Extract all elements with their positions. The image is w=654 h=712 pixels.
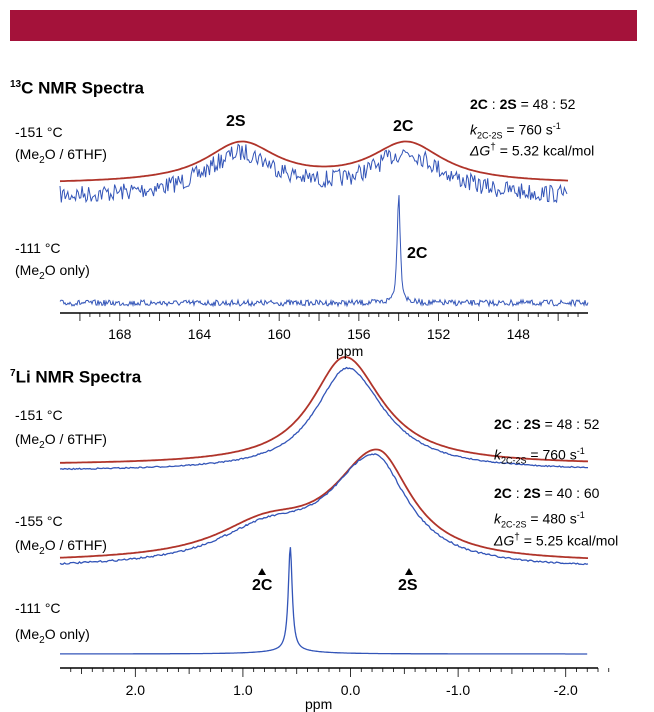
c13-temp-2: -111 °C	[15, 240, 61, 256]
li7-rate-constant-155: k2C-2S = 480 s-1	[494, 510, 585, 530]
li7-marker-label-2C: 2C	[252, 577, 273, 594]
li7-ratio-151: 2C : 2S = 48 : 52	[494, 416, 600, 432]
li7-solvent-3: (Me2O only)	[15, 626, 90, 646]
c13-simulated-spectrum	[59, 140, 569, 183]
li7-solvent-1: (Me2O / 6THF)	[15, 431, 107, 451]
li7-experimental-spectrum-111	[60, 547, 588, 655]
li7-tick-label-4: -2.0	[554, 682, 578, 698]
li7-solvent-2: (Me2O / 6THF)	[15, 537, 107, 557]
c13-peak-label-2C-top: 2C	[393, 118, 414, 135]
li7-axis-label: ppm	[305, 696, 333, 712]
li7-tick-label-0: 2.0	[126, 682, 146, 698]
li7-temp-2: -155 °C	[15, 513, 63, 529]
c13-solvent-1: (Me2O / 6THF)	[15, 146, 107, 166]
li7-rate-constant-151: k2C-2S = 760 s-1	[494, 446, 585, 466]
c13-solvent-2: (Me2O only)	[15, 262, 90, 282]
header-banner	[10, 10, 637, 41]
c13-ratio: 2C : 2S = 48 : 52	[470, 96, 576, 112]
marker-arrow-2C	[258, 568, 266, 575]
c13-experimental-spectrum-111	[59, 195, 589, 308]
c13-peak-label-2S: 2S	[226, 113, 246, 130]
c13-tick-label-2: 160	[267, 326, 291, 342]
c13-x-axis: 168 164 160 156 152 148	[60, 312, 588, 342]
li7-temp-3: -111 °C	[15, 600, 61, 616]
c13-tick-label-0: 168	[108, 326, 132, 342]
c13-axis-label: ppm	[336, 343, 364, 359]
c13-experimental-spectrum-151	[59, 143, 568, 204]
li7-activation-energy: ΔG† = 5.25 kcal/mol	[494, 532, 619, 549]
c13-tick-label-4: 152	[427, 326, 451, 342]
c13-activation-energy: ΔG† = 5.32 kcal/mol	[470, 142, 595, 159]
li7-simulated-spectrum-151	[60, 356, 589, 464]
li7-tick-label-1: 1.0	[233, 682, 253, 698]
li7-ratio-155: 2C : 2S = 40 : 60	[494, 485, 600, 501]
c13-rate-constant: k2C-2S = 760 s-1	[470, 121, 561, 141]
li7-simulated-spectrum-155	[59, 448, 588, 559]
li7-tick-label-3: -1.0	[446, 682, 470, 698]
c13-title: 13C NMR Spectra	[10, 78, 144, 98]
c13-peak-label-2C-bottom: 2C	[407, 245, 428, 262]
li7-marker-label-2S: 2S	[398, 577, 418, 594]
c13-tick-label-1: 164	[188, 326, 212, 342]
c13-temp-1: -151 °C	[15, 124, 63, 140]
li7-experimental-spectrum-151	[59, 366, 588, 471]
li7-temp-1: -151 °C	[15, 407, 63, 423]
c13-tick-label-3: 156	[347, 326, 371, 342]
li7-title: 7Li NMR Spectra	[10, 367, 142, 387]
li7-experimental-spectrum-155	[59, 453, 589, 566]
c13-tick-label-5: 148	[507, 326, 531, 342]
marker-arrow-2S	[405, 568, 413, 575]
li7-x-axis: 2.0 1.0 0.0 -1.0 -2.0	[60, 667, 610, 698]
li7-tick-label-2: 0.0	[341, 682, 361, 698]
